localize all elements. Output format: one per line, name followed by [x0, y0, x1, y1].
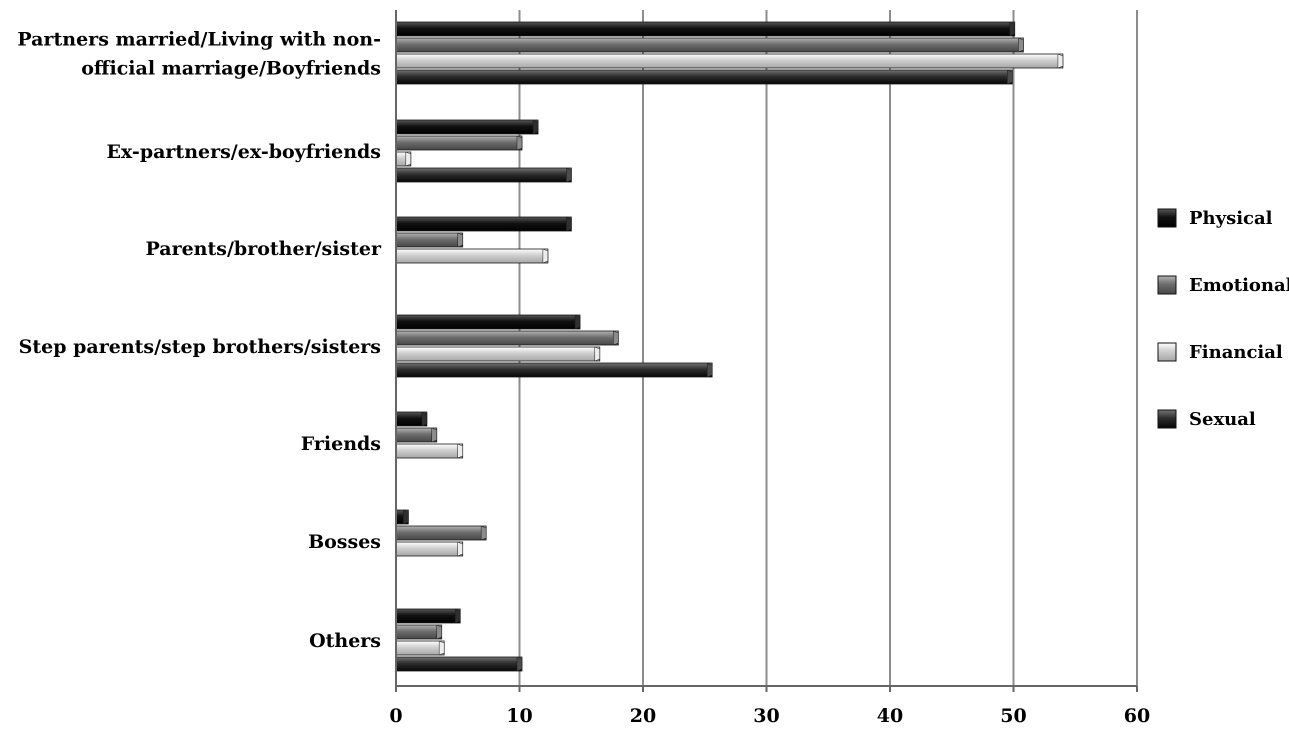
bar-cap-physical-step-parents-step-brothers-sisters	[574, 314, 581, 330]
bar-cap-financial-ex-partners-ex-boyfriends	[405, 151, 412, 167]
bar-cap-emotional-others	[436, 624, 442, 640]
category-labels: Partners married/Living with non-officia…	[17, 29, 382, 653]
bar-cap-physical-parents-brother-sister	[566, 216, 572, 232]
bar-cap-financial-parents-brother-sister	[542, 248, 549, 264]
x-tick-label-0: 0	[389, 705, 402, 727]
x-tick-label-30: 30	[753, 705, 779, 727]
x-tick-labels: 0 10 20 30 40 50 60	[389, 705, 1150, 727]
bar-cap-sexual-partners-married-living-with-non-official-marriage-boyfriends	[1007, 69, 1013, 85]
bar-cap-physical-friends	[421, 411, 428, 427]
bar-cap-emotional-parents-brother-sister	[457, 232, 463, 248]
x-tick-label-10: 10	[506, 705, 532, 727]
bar-emotional-partners-married-living-with-non-official-marriage-boyfriends	[395, 37, 1024, 53]
bar-cap-sexual-step-parents-step-brothers-sisters	[706, 362, 713, 378]
category-label-ex-partners-ex-boyfriends: Ex-partners/ex-boyfriends	[106, 141, 381, 163]
bar-emotional-others	[395, 624, 443, 640]
bar-cap-financial-friends	[457, 443, 463, 459]
bar-financial-friends	[395, 443, 464, 459]
bar-emotional-ex-partners-ex-boyfriends	[395, 135, 523, 151]
bar-financial-bosses	[395, 541, 464, 557]
legend-item-sexual: Sexual	[1157, 409, 1256, 430]
bars	[395, 21, 1064, 672]
legend-label-physical: Physical	[1189, 208, 1273, 229]
bar-cap-emotional-partners-married-living-with-non-official-marriage-boyfriends	[1018, 37, 1024, 53]
legend-swatch-emotional	[1157, 275, 1177, 295]
bar-emotional-step-parents-step-brothers-sisters	[395, 330, 619, 346]
category-label-friends: Friends	[301, 433, 381, 455]
bar-cap-physical-bosses	[403, 509, 409, 525]
bar-physical-ex-partners-ex-boyfriends	[395, 119, 539, 135]
legend: Physical Emotional Financial Sexual	[1157, 208, 1289, 430]
legend-swatch-sexual	[1157, 409, 1177, 429]
category-label-others: Others	[309, 630, 381, 652]
bar-emotional-bosses	[395, 525, 487, 541]
x-tick-label-60: 60	[1124, 705, 1150, 727]
bar-emotional-friends	[395, 427, 438, 443]
legend-item-financial: Financial	[1157, 342, 1283, 363]
category-label-bosses: Bosses	[308, 531, 381, 553]
legend-label-sexual: Sexual	[1189, 409, 1256, 430]
bar-emotional-parents-brother-sister	[395, 232, 464, 248]
category-label-partners-married-living-with-non-official-marriage-boyfriends-line-1: Partners married/Living with non-	[17, 29, 381, 51]
bar-cap-physical-others	[454, 608, 461, 624]
legend-label-financial: Financial	[1189, 342, 1283, 363]
category-label-partners-married-living-with-non-official-marriage-boyfriends-line-2: official marriage/Boyfriends	[81, 58, 381, 80]
bar-cap-financial-others	[438, 640, 445, 656]
x-tick-label-40: 40	[877, 705, 903, 727]
bar-physical-others	[395, 608, 461, 624]
category-label-parents-brother-sister: Parents/brother/sister	[146, 238, 382, 260]
bar-cap-emotional-bosses	[480, 525, 487, 541]
bar-cap-financial-step-parents-step-brothers-sisters	[594, 346, 601, 362]
category-label-step-parents-step-brothers-sisters: Step parents/step brothers/sisters	[19, 336, 381, 358]
axes	[395, 10, 1138, 692]
legend-swatch-physical	[1157, 208, 1177, 228]
legend-swatch-financial	[1157, 342, 1177, 362]
bar-financial-step-parents-step-brothers-sisters	[395, 346, 601, 362]
bar-cap-physical-ex-partners-ex-boyfriends	[532, 119, 539, 135]
bar-financial-partners-married-living-with-non-official-marriage-boyfriends	[395, 53, 1064, 69]
legend-label-emotional: Emotional	[1189, 275, 1289, 296]
bar-cap-emotional-friends	[431, 427, 438, 443]
bar-sexual-ex-partners-ex-boyfriends	[395, 167, 572, 183]
bar-cap-sexual-others	[516, 656, 523, 672]
bar-sexual-partners-married-living-with-non-official-marriage-boyfriends	[395, 69, 1013, 85]
x-tick-label-20: 20	[630, 705, 656, 727]
bar-cap-financial-bosses	[457, 541, 463, 557]
bar-cap-financial-partners-married-living-with-non-official-marriage-boyfriends	[1057, 53, 1064, 69]
legend-item-emotional: Emotional	[1157, 275, 1289, 296]
bar-cap-sexual-ex-partners-ex-boyfriends	[566, 167, 572, 183]
bar-physical-step-parents-step-brothers-sisters	[395, 314, 581, 330]
bar-cap-emotional-step-parents-step-brothers-sisters	[613, 330, 619, 346]
bar-physical-partners-married-living-with-non-official-marriage-boyfriends	[395, 21, 1016, 37]
bar-sexual-others	[395, 656, 523, 672]
bar-financial-others	[395, 640, 445, 656]
bar-physical-parents-brother-sister	[395, 216, 572, 232]
legend-item-physical: Physical	[1157, 208, 1273, 229]
x-tick-label-50: 50	[1000, 705, 1026, 727]
bar-cap-emotional-ex-partners-ex-boyfriends	[516, 135, 523, 151]
bar-sexual-step-parents-step-brothers-sisters	[395, 362, 713, 378]
bar-financial-parents-brother-sister	[395, 248, 549, 264]
bar-cap-physical-partners-married-living-with-non-official-marriage-boyfriends	[1009, 21, 1015, 37]
